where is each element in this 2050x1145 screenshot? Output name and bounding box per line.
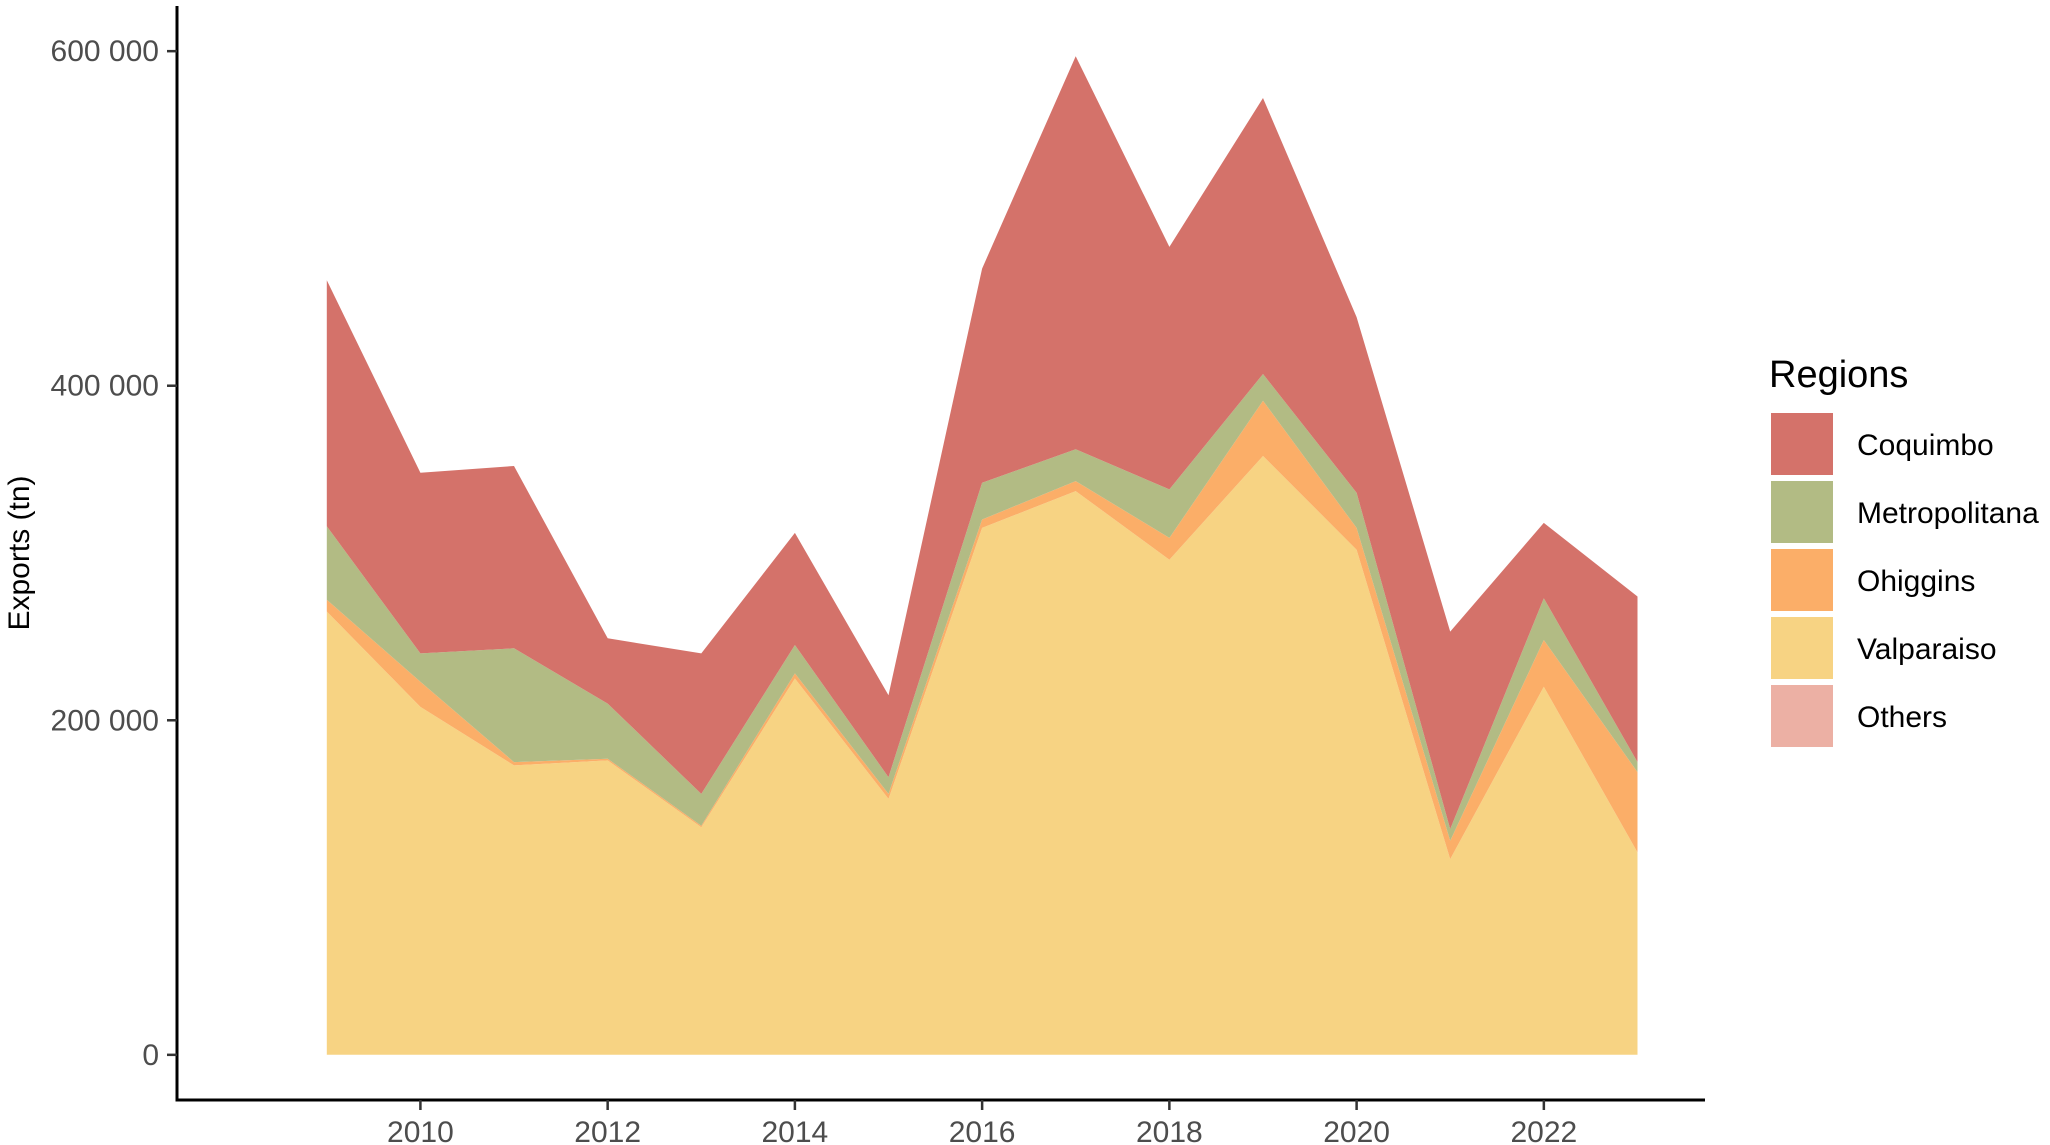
legend-swatch-metropolitana	[1771, 481, 1833, 543]
legend-swatch-valparaiso	[1771, 617, 1833, 679]
x-ticks: 2010 2012 2014 2016 2018 2020 2022	[387, 1100, 1577, 1145]
legend-swatch-coquimbo	[1771, 413, 1833, 475]
area-valparaiso	[326, 456, 1638, 1055]
x-tick-label: 2018	[1136, 1116, 1203, 1145]
y-tick-label: 600 000	[51, 35, 159, 68]
legend-label-valparaiso: Valparaiso	[1857, 633, 1997, 666]
legend-title: Regions	[1769, 354, 1908, 396]
axes	[175, 6, 1705, 1102]
x-tick-label: 2020	[1323, 1116, 1390, 1145]
y-ticks: 0 200 000 400 000 600 000	[51, 35, 177, 1072]
x-tick-label: 2012	[574, 1116, 641, 1145]
y-axis-title: Exports (tn)	[3, 475, 36, 630]
legend-label-metropolitana: Metropolitana	[1857, 497, 2039, 530]
area-layer	[326, 56, 1638, 1055]
legend-swatch-ohiggins	[1771, 549, 1833, 611]
y-tick-label: 200 000	[51, 704, 159, 737]
legend-label-coquimbo: Coquimbo	[1857, 429, 1994, 462]
y-tick-label: 0	[142, 1039, 159, 1072]
legend-label-ohiggins: Ohiggins	[1857, 565, 1975, 598]
x-tick-label: 2022	[1510, 1116, 1577, 1145]
y-tick-label: 400 000	[51, 370, 159, 403]
x-tick-label: 2016	[949, 1116, 1016, 1145]
legend-swatch-others	[1771, 685, 1833, 747]
x-tick-label: 2014	[762, 1116, 829, 1145]
area-coquimbo	[326, 56, 1638, 829]
legend: Regions Coquimbo Metropolitana Ohiggins Val…	[1769, 354, 2039, 747]
x-tick-label: 2010	[387, 1116, 454, 1145]
legend-label-others: Others	[1857, 701, 1947, 734]
